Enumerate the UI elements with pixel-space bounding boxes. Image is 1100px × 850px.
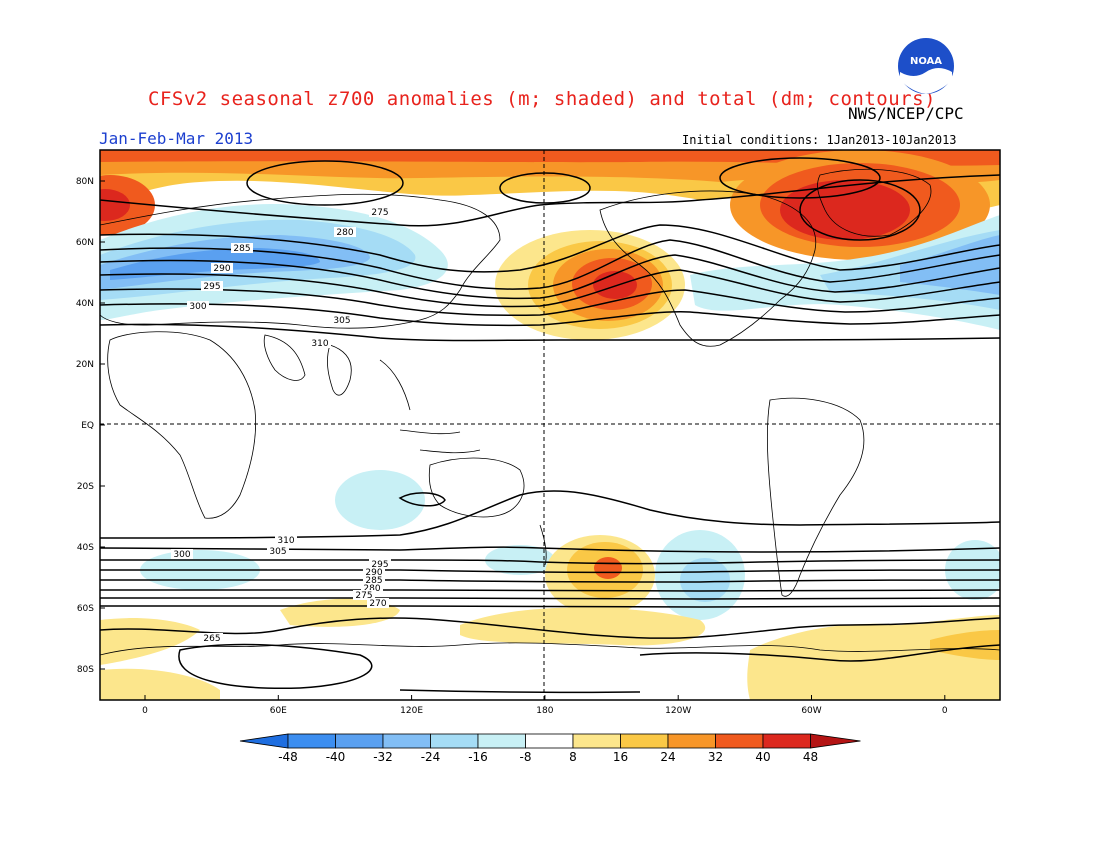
contour-label-bg bbox=[363, 567, 385, 577]
noaa-logo: NOAA bbox=[898, 38, 954, 94]
contour-label: 310 bbox=[277, 536, 294, 546]
lon-label: 0 bbox=[142, 706, 148, 716]
colorbar-swatch bbox=[620, 733, 669, 749]
lon-label: 60W bbox=[801, 706, 821, 716]
colorbar-left-arrow bbox=[239, 733, 289, 749]
map-title: CFSv2 seasonal z700 anomalies (m; shaded… bbox=[148, 88, 936, 110]
contour-label-bg bbox=[187, 301, 209, 311]
contour-label-bg bbox=[201, 281, 223, 291]
colorbar-tick-label: -24 bbox=[421, 750, 441, 764]
lat-label: 20N bbox=[76, 360, 94, 370]
contour-label: 280 bbox=[363, 584, 380, 594]
lat-label: 80N bbox=[76, 177, 94, 187]
contour-label: 305 bbox=[269, 547, 286, 557]
contour-label: 290 bbox=[365, 568, 382, 578]
colorbar-tick-label: 16 bbox=[613, 750, 628, 764]
colorbar-tick-label: -32 bbox=[373, 750, 393, 764]
contour-label-bg bbox=[353, 590, 375, 600]
lon-label: 180 bbox=[536, 706, 553, 716]
contour-label-bg bbox=[201, 633, 223, 643]
contour-label: 295 bbox=[371, 560, 388, 570]
contour-label: 265 bbox=[203, 634, 220, 644]
colorbar-tick-label: 40 bbox=[755, 750, 770, 764]
lat-label: 40S bbox=[77, 543, 94, 553]
contour-label: 285 bbox=[233, 244, 250, 254]
colorbar-right-arrow bbox=[810, 733, 861, 749]
contour-label-bg bbox=[171, 549, 193, 559]
colorbar-swatch bbox=[762, 733, 811, 749]
lon-label: 0 bbox=[942, 706, 948, 716]
contour-label-bg bbox=[363, 575, 385, 585]
lon-label: 120W bbox=[665, 706, 691, 716]
colorbar-tick-label: -40 bbox=[326, 750, 346, 764]
contour-label: 285 bbox=[365, 576, 382, 586]
contour-label-bg bbox=[367, 598, 389, 608]
colorbar: -48 -40 -32 -24 -16 -8 8 16 24 32 40 48 bbox=[239, 733, 861, 764]
contour-label-bg bbox=[361, 583, 383, 593]
lon-label: 120E bbox=[400, 706, 423, 716]
colorbar-tick-label: 48 bbox=[803, 750, 818, 764]
contour-label-bg bbox=[334, 227, 356, 237]
contour-label: 300 bbox=[189, 302, 206, 312]
colorbar-tick-label: -8 bbox=[520, 750, 532, 764]
colorbar-swatch bbox=[382, 733, 431, 749]
season-label: Jan-Feb-Mar 2013 bbox=[99, 129, 254, 148]
lat-label: 20S bbox=[77, 482, 94, 492]
contour-label-bg bbox=[309, 338, 331, 348]
contour-label-bg bbox=[267, 546, 289, 556]
lat-label: 60N bbox=[76, 238, 94, 248]
colorbar-swatch bbox=[477, 733, 526, 749]
lon-label: 60E bbox=[270, 706, 287, 716]
contour-label: 310 bbox=[311, 339, 328, 349]
colorbar-tick-label: -48 bbox=[278, 750, 298, 764]
contour-label: 270 bbox=[369, 599, 386, 609]
colorbar-swatch bbox=[525, 733, 574, 749]
colorbar-tick-label: 24 bbox=[660, 750, 675, 764]
colorbar-swatch bbox=[430, 733, 479, 749]
colorbar-swatch bbox=[335, 733, 384, 749]
contour-label: 305 bbox=[333, 316, 350, 326]
colorbar-swatch bbox=[287, 733, 336, 749]
height-contours bbox=[100, 157, 1000, 694]
contour-label-bg bbox=[369, 559, 391, 569]
initial-conditions-label: Initial conditions: 1Jan2013-10Jan2013 bbox=[682, 133, 957, 147]
latitude-axis: 80N 60N 40N 20N EQ 20S 40S 60S 80S bbox=[76, 177, 105, 675]
colorbar-tick-label: 8 bbox=[569, 750, 577, 764]
longitude-axis: 0 60E 120E 180 120W 60W 0 bbox=[142, 695, 948, 716]
colorbar-tick-label: -16 bbox=[468, 750, 488, 764]
contour-label: 300 bbox=[173, 550, 190, 560]
contour-label-bg bbox=[369, 207, 391, 217]
colorbar-swatch bbox=[715, 733, 764, 749]
lat-label: 60S bbox=[77, 604, 94, 614]
contour-label: 275 bbox=[371, 208, 388, 218]
colorbar-tick-label: 32 bbox=[708, 750, 723, 764]
colorbar-swatch bbox=[667, 733, 716, 749]
contour-label-bg bbox=[211, 263, 233, 273]
contour-label: 290 bbox=[213, 264, 230, 274]
contour-label: 295 bbox=[203, 282, 220, 292]
contour-label-bg bbox=[231, 243, 253, 253]
contour-label: 280 bbox=[336, 228, 353, 238]
lat-label: 80S bbox=[77, 665, 94, 675]
contour-label-bg bbox=[331, 315, 353, 325]
coastlines bbox=[100, 168, 1000, 656]
colorbar-swatch bbox=[572, 733, 621, 749]
contour-label: 275 bbox=[355, 591, 372, 601]
noaa-logo-text: NOAA bbox=[910, 56, 942, 67]
lat-label: 40N bbox=[76, 299, 94, 309]
agency-label: NWS/NCEP/CPC bbox=[848, 104, 964, 123]
lat-label: EQ bbox=[81, 421, 94, 431]
contour-label-bg bbox=[275, 535, 297, 545]
